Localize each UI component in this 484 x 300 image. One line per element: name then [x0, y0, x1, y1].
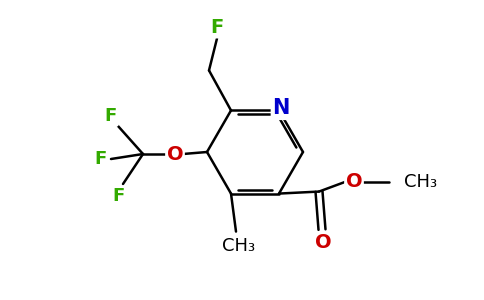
Text: F: F	[211, 18, 224, 37]
Text: O: O	[166, 145, 183, 164]
Text: F: F	[105, 107, 117, 125]
Text: F: F	[112, 187, 124, 205]
Text: F: F	[95, 150, 107, 168]
Text: CH₃: CH₃	[404, 172, 437, 190]
Text: O: O	[315, 233, 332, 252]
Text: O: O	[346, 172, 363, 191]
Text: N: N	[272, 98, 290, 118]
Text: CH₃: CH₃	[223, 237, 256, 255]
